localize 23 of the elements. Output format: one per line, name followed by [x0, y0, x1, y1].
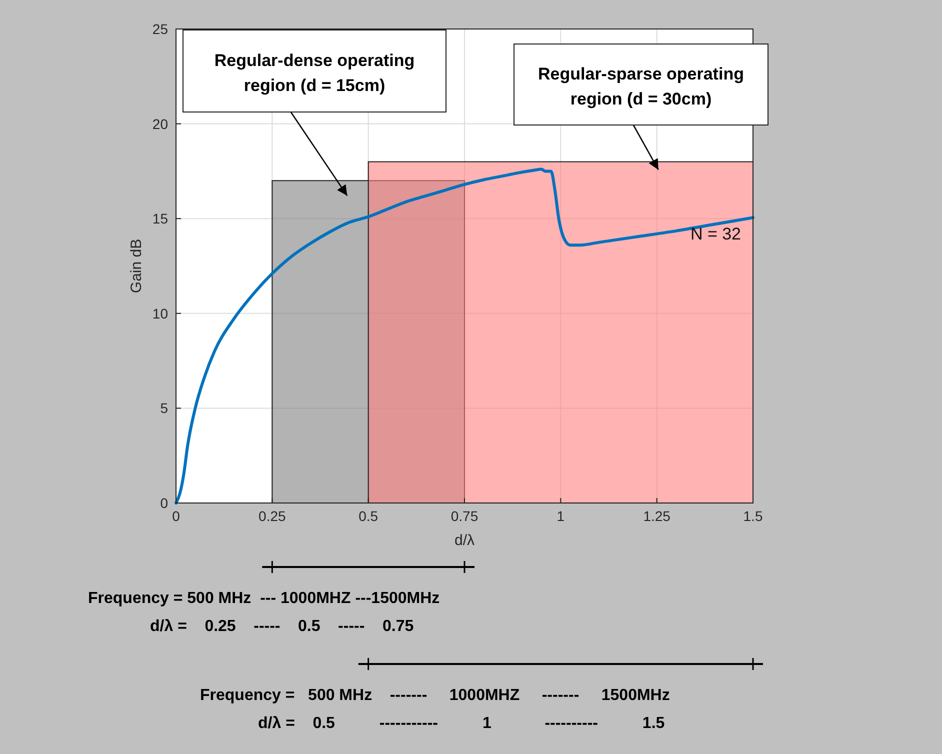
y-tick-label: 5 [160, 400, 168, 416]
text: Frequency = 500 MHz --- 1000MHZ ---1500MHz [88, 590, 440, 607]
x-tick-label: 1.5 [743, 508, 763, 524]
x-tick-label: 0 [172, 508, 180, 524]
x-tick-label: 1.25 [643, 508, 671, 524]
x-tick-label: 0.5 [358, 508, 378, 524]
annotation: Regular-sparse operating region (d = 30cm) [538, 64, 744, 108]
text: Frequency = 500 MHz ------- 1000MHZ ------- 1500MHz [200, 687, 670, 704]
x-tick-label: 1 [556, 508, 565, 524]
y-tick-label: 25 [152, 21, 168, 37]
series-label: N = 32 [690, 224, 741, 244]
x-tick-label: 0.25 [258, 508, 286, 524]
line-series [174, 168, 754, 504]
x-axis-title: d/λ [454, 532, 475, 549]
y-tick-label: 20 [152, 116, 168, 132]
text: d/λ = 0.5 ----------- 1 ---------- 1.5 [258, 715, 665, 732]
y-tick-label: 0 [160, 495, 168, 511]
y-tick-label: 10 [152, 305, 168, 322]
annotation: Regular-dense operating region (d = 15cm) [214, 51, 415, 95]
y-tick-label: 15 [152, 210, 168, 227]
x-tick-label: 0.75 [450, 508, 478, 524]
text: d/λ = 0.25 ----- 0.5 ----- 0.75 [150, 618, 414, 635]
y-axis-title: Gain dB [128, 238, 145, 294]
